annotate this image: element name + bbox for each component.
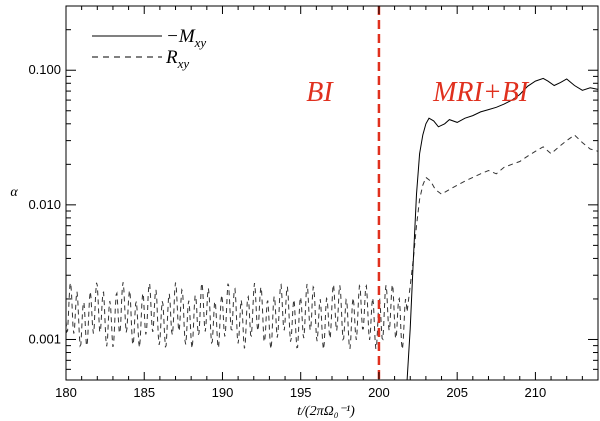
legend-label-mxy: −Mxy [166, 26, 206, 50]
annotation-bi: BI [306, 77, 334, 108]
y-axis-label: α [10, 185, 18, 200]
x-tick-label: 200 [368, 385, 390, 400]
x-tick-label: 180 [55, 385, 77, 400]
x-tick-label: 185 [133, 385, 155, 400]
y-tick-label: 0.100 [28, 62, 61, 77]
series-mxy-line [406, 77, 599, 381]
axes: 180 185 190 195 200 205 210 0.001 0.010 0.100 [28, 6, 599, 400]
y-tick-label: 0.001 [28, 331, 61, 346]
annotation-mri-bi: MRI+BI [432, 77, 530, 108]
legend: −Mxy Rxy [92, 26, 206, 71]
series-rxy-line [65, 134, 599, 350]
x-tick-label: 190 [212, 385, 234, 400]
x-tick-label: 210 [525, 385, 547, 400]
plot-frame [65, 5, 599, 381]
x-axis-label: t/(2πΩ₀⁻¹) [297, 404, 355, 419]
y-tick-label: 0.010 [28, 197, 61, 212]
plot-area [65, 6, 599, 381]
legend-label-rxy: Rxy [165, 47, 189, 71]
x-tick-label: 205 [446, 385, 468, 400]
x-tick-label: 195 [290, 385, 312, 400]
